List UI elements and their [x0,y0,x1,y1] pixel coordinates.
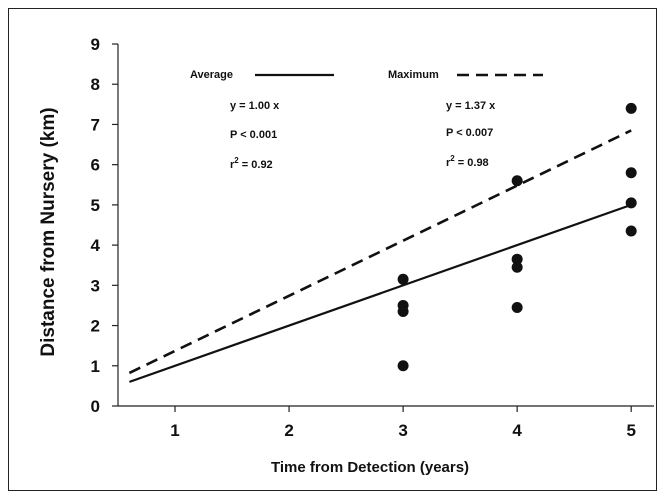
x-tick-label: 1 [170,421,179,440]
fit-line-maximum [128,129,632,375]
fit-lines [128,129,632,383]
y-tick-label: 5 [91,196,100,215]
x-axis-title: Time from Detection (years) [271,459,469,476]
annotation-average-r-squared: r2 = 0.92 [230,156,273,171]
data-point [397,273,409,285]
data-point [511,175,523,187]
y-tick-label: 9 [91,35,100,54]
data-point [625,197,637,209]
data-point [625,102,637,114]
x-tick-label: 4 [512,421,522,440]
data-point [397,299,409,311]
x-tick-label: 2 [284,421,293,440]
legend-label-average: Average [190,69,233,81]
y-ticks: 0 1 2 3 4 5 6 7 8 9 [91,35,118,416]
annotation-maximum-r-squared: r2 = 0.98 [446,154,489,169]
data-point [625,167,637,179]
annotation-maximum-equation: y = 1.37 x [446,100,496,112]
annotation-average-p-value: P < 0.001 [230,129,277,141]
annotation-maximum: y = 1.37 x P < 0.007 r2 = 0.98 [446,100,496,169]
y-tick-label: 1 [91,357,100,376]
data-points [397,102,637,372]
data-point [511,301,523,313]
legend: Average Maximum [190,69,543,81]
annotation-maximum-p-value: P < 0.007 [446,127,493,139]
data-point [511,253,523,265]
data-point [397,360,409,372]
y-tick-label: 0 [91,397,100,416]
x-tick-label: 5 [626,421,635,440]
x-tick-label: 3 [398,421,407,440]
y-tick-label: 7 [91,115,100,134]
chart-border [8,8,657,491]
y-tick-label: 4 [91,236,101,255]
y-tick-label: 6 [91,156,100,175]
annotation-average: y = 1.00 x P < 0.001 r2 = 0.92 [230,100,280,171]
y-axis-title: Distance from Nursery (km) [38,107,59,356]
legend-label-maximum: Maximum [388,69,439,81]
data-point [625,225,637,237]
y-tick-label: 2 [91,317,100,336]
annotation-average-equation: y = 1.00 x [230,100,280,112]
y-tick-label: 3 [91,276,100,295]
fit-line-average [129,203,632,383]
data-point [511,261,523,273]
y-tick-label: 8 [91,75,100,94]
x-ticks: 1 2 3 4 5 [170,406,636,440]
